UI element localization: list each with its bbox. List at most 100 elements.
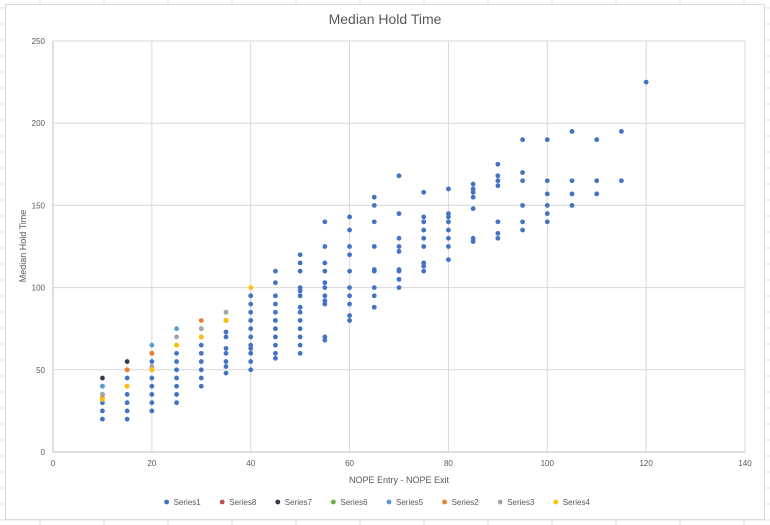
data-point-series1 xyxy=(495,235,501,241)
data-point-series5 xyxy=(100,383,105,389)
data-point-series1 xyxy=(520,137,525,143)
data-point-series2 xyxy=(124,367,130,373)
data-point-series1 xyxy=(371,244,377,249)
legend-marker xyxy=(219,499,225,505)
data-point-series1 xyxy=(643,79,649,85)
legend-marker xyxy=(442,499,447,505)
legend-item-series3: Series3 xyxy=(497,498,535,507)
data-point-series1 xyxy=(396,235,402,241)
data-point-series1 xyxy=(273,334,278,340)
data-point-series1 xyxy=(248,293,254,299)
data-point-series1 xyxy=(594,178,600,184)
data-point-series1 xyxy=(198,375,204,381)
data-point-series4 xyxy=(198,334,204,340)
data-point-series1 xyxy=(371,194,377,200)
data-point-series1 xyxy=(569,178,575,184)
data-point-series1 xyxy=(544,178,550,184)
data-point-series3 xyxy=(223,309,229,315)
data-point-series1 xyxy=(396,211,402,217)
data-point-series1 xyxy=(347,268,352,274)
data-point-series1 xyxy=(273,350,278,356)
data-point-series1 xyxy=(198,342,204,348)
data-point-series1 xyxy=(347,293,352,299)
data-point-series1 xyxy=(297,252,303,258)
data-point-series1 xyxy=(322,260,328,266)
data-point-series7 xyxy=(124,359,130,364)
data-point-series2 xyxy=(149,350,155,356)
data-point-series1 xyxy=(520,170,525,175)
data-point-series1 xyxy=(223,329,229,335)
data-point-series1 xyxy=(149,392,155,397)
data-point-series1 xyxy=(322,334,328,340)
data-point-series1 xyxy=(149,400,155,406)
data-point-series1 xyxy=(520,203,525,208)
data-point-series1 xyxy=(347,252,352,258)
data-point-series1 xyxy=(347,227,352,233)
data-point-series1 xyxy=(470,206,476,212)
data-point-series4 xyxy=(223,318,229,323)
data-point-series1 xyxy=(273,326,278,332)
data-point-series1 xyxy=(124,400,130,406)
data-point-series1 xyxy=(198,383,204,389)
data-point-series3 xyxy=(100,392,105,397)
data-point-series1 xyxy=(174,367,179,373)
legend-item-series6: Series6 xyxy=(331,498,368,507)
data-point-series1 xyxy=(273,342,278,348)
data-point-series1 xyxy=(470,189,476,195)
legend-marker xyxy=(331,499,336,505)
data-point-series1 xyxy=(421,244,427,249)
data-point-series1 xyxy=(248,359,254,364)
data-point-series1 xyxy=(297,260,303,266)
data-point-series1 xyxy=(124,392,130,397)
data-point-series1 xyxy=(569,191,575,197)
x-tick-label: 80 xyxy=(444,459,453,468)
x-tick-label: 0 xyxy=(51,459,56,468)
data-point-series1 xyxy=(421,227,427,233)
legend-item-series7: Series7 xyxy=(275,498,312,507)
data-point-series1 xyxy=(619,178,624,184)
y-tick-label: 200 xyxy=(32,119,46,128)
data-point-series1 xyxy=(100,408,105,414)
data-point-series1 xyxy=(322,280,328,286)
data-point-series1 xyxy=(322,293,328,299)
data-point-series1 xyxy=(470,194,476,200)
data-point-series1 xyxy=(544,191,550,197)
data-point-series1 xyxy=(297,293,303,299)
data-point-series1 xyxy=(347,285,352,290)
data-point-series1 xyxy=(544,203,550,208)
data-point-series1 xyxy=(248,342,254,348)
data-point-series1 xyxy=(273,318,278,323)
data-point-series1 xyxy=(223,364,229,369)
data-point-series4 xyxy=(149,367,155,373)
legend: Series1 Series8 Series7 Series6 Series5 Serie… xyxy=(164,498,590,507)
data-point-series1 xyxy=(248,326,254,332)
data-point-series1 xyxy=(470,186,476,192)
data-points xyxy=(100,79,649,422)
data-point-series1 xyxy=(322,285,328,290)
data-point-series3 xyxy=(174,334,179,340)
data-point-series7 xyxy=(100,375,105,381)
chart-area[interactable] xyxy=(5,4,765,520)
data-point-series1 xyxy=(347,301,352,307)
legend-label: Series6 xyxy=(340,498,368,507)
data-point-series1 xyxy=(322,244,328,249)
legend-marker xyxy=(275,499,281,505)
data-point-series1 xyxy=(273,293,278,299)
data-point-series4 xyxy=(124,383,130,389)
data-point-series1 xyxy=(396,276,402,282)
data-point-series1 xyxy=(174,400,179,406)
data-point-series1 xyxy=(149,359,155,364)
data-point-series1 xyxy=(421,235,427,241)
legend-label: Series8 xyxy=(229,498,257,507)
data-point-series1 xyxy=(446,227,451,233)
data-point-series1 xyxy=(297,350,303,356)
data-point-series1 xyxy=(322,301,328,307)
legend-label: Series3 xyxy=(507,498,535,507)
y-tick-label: 50 xyxy=(36,366,45,375)
x-tick-label: 20 xyxy=(147,459,156,468)
data-point-series1 xyxy=(520,227,525,233)
data-point-series1 xyxy=(273,309,278,315)
data-point-series1 xyxy=(124,408,130,414)
data-point-series1 xyxy=(273,280,278,286)
data-point-series1 xyxy=(198,367,204,373)
